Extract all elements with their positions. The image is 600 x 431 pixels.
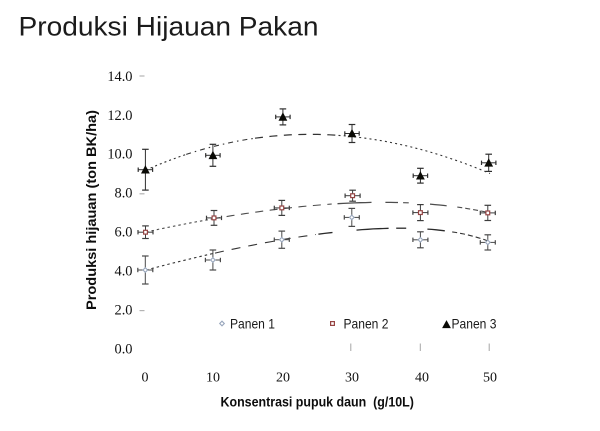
svg-text:12.0: 12.0: [107, 108, 132, 124]
svg-text:Panen 2: Panen 2: [344, 316, 389, 332]
svg-text:2.0: 2.0: [115, 303, 133, 319]
svg-text:Panen 1: Panen 1: [230, 316, 275, 332]
svg-text:4.0: 4.0: [115, 264, 133, 280]
svg-text:14.0: 14.0: [107, 69, 132, 85]
svg-text:Panen 3: Panen 3: [452, 316, 497, 332]
svg-text:0: 0: [142, 371, 149, 386]
svg-text:30: 30: [345, 371, 359, 386]
svg-text:40: 40: [415, 371, 429, 386]
svg-text:10.0: 10.0: [107, 147, 132, 163]
svg-text:10: 10: [206, 371, 220, 386]
svg-text:50: 50: [483, 371, 497, 386]
svg-text:Produksi hijauan (ton BK/ha): Produksi hijauan (ton BK/ha): [84, 110, 99, 310]
svg-text:Produksi Hijauan Pakan: Produksi Hijauan Pakan: [19, 11, 319, 41]
svg-text:Konsentrasi pupuk daun (g/10L: Konsentrasi pupuk daun (g/10L): [221, 394, 414, 410]
svg-text:0.0: 0.0: [115, 342, 133, 358]
svg-text:8.0: 8.0: [115, 186, 133, 202]
svg-text:6.0: 6.0: [115, 225, 133, 241]
svg-text:20: 20: [276, 371, 290, 386]
